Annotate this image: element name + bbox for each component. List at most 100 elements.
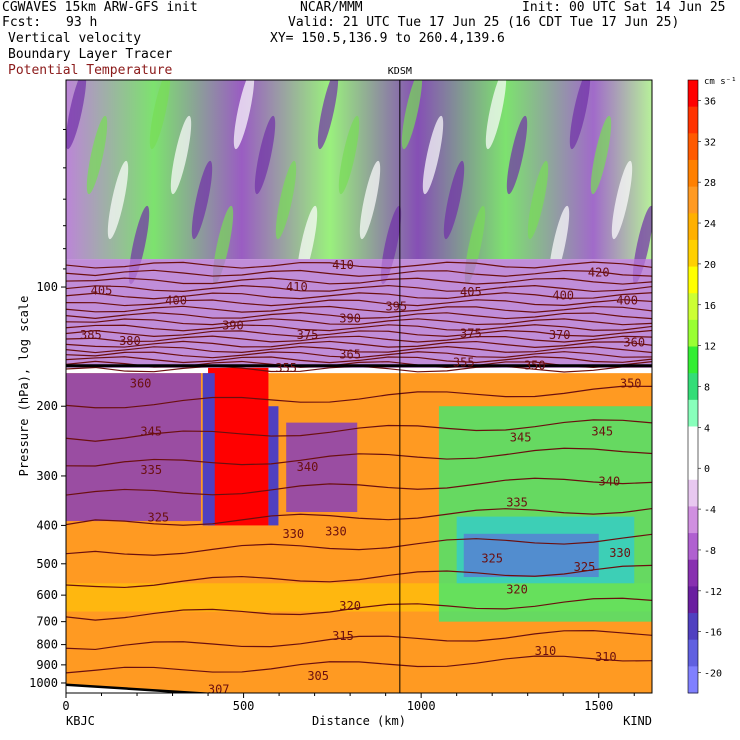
y-tick-label: 400 — [36, 518, 58, 532]
contour-label: 400 — [552, 288, 574, 302]
field-vertical-velocity: Vertical velocity — [8, 31, 142, 46]
theta-contour-line — [66, 329, 652, 338]
theta-contour-line — [66, 351, 652, 359]
contour-label: 325 — [147, 510, 169, 524]
colorbar-swatch — [688, 586, 698, 614]
theta-contour-line — [66, 318, 652, 326]
y-tick-label: 300 — [36, 469, 58, 483]
theta-contour-line — [66, 533, 652, 556]
field-streak — [485, 80, 507, 150]
updraft-core — [208, 367, 269, 526]
contour-label: 325 — [481, 552, 503, 566]
field-streak — [317, 80, 339, 150]
theta-contour-line — [66, 305, 652, 313]
colorbar-swatch — [688, 666, 698, 694]
contour-label: 350 — [620, 376, 642, 390]
colorbar-swatch — [688, 346, 698, 374]
field-streak — [233, 80, 255, 150]
right-endpoint-label: KIND — [623, 714, 652, 728]
y-axis-label: Pressure (hPa), log scale — [17, 296, 31, 477]
model-title: CGWAVES 15km ARW-GFS init — [2, 0, 198, 15]
contour-label: 307 — [208, 683, 230, 697]
colorbar-unit: cm s⁻¹ — [704, 77, 737, 87]
colorbar-swatch — [688, 506, 698, 534]
field-potential-temperature: Potential Temperature — [8, 63, 173, 78]
colorbar-label: -16 — [704, 628, 722, 639]
theta-contour-line — [66, 507, 652, 526]
theta-contour-line — [66, 630, 652, 651]
theta-contour-line — [66, 419, 652, 442]
field-streak — [86, 115, 108, 195]
colorbar-label: 24 — [704, 219, 716, 230]
y-tick-label: 900 — [36, 658, 58, 672]
theta-contours: 420 410 410 405 405 400 400 400 395 390 390 385 380 3… — [66, 258, 652, 697]
colorbar-swatch — [688, 639, 698, 667]
contour-label: 365 — [339, 347, 361, 361]
x-axis: 0 500 1000 1500 — [62, 693, 635, 713]
field-streak — [338, 115, 360, 195]
x-tick-label: 1000 — [407, 699, 436, 713]
y-tick-label: 200 — [36, 399, 58, 413]
colorbar-label: -4 — [704, 505, 716, 516]
contour-label: 330 — [325, 525, 347, 539]
theta-contour-line — [66, 324, 652, 332]
contour-label: 390 — [222, 318, 244, 332]
colorbar-swatch — [688, 613, 698, 641]
left-endpoint-label: KBJC — [66, 714, 95, 728]
y-tick-label: 800 — [36, 638, 58, 652]
y-tick-label: 700 — [36, 615, 58, 629]
colorbar-label: 16 — [704, 301, 716, 312]
updraft-edge — [202, 373, 215, 526]
field-streak — [191, 160, 213, 240]
contour-label: 340 — [297, 460, 319, 474]
contour-label: 305 — [307, 669, 329, 683]
field-streak — [527, 160, 549, 240]
forecast-hour: 93 h — [66, 15, 98, 30]
contour-label: 330 — [282, 527, 304, 541]
y-tick-label: 600 — [36, 588, 58, 602]
theta-contour-line — [66, 564, 652, 589]
contour-label: 375 — [460, 326, 482, 340]
field-streak — [107, 160, 129, 240]
field-streak — [254, 115, 276, 195]
vertical-velocity-field — [66, 80, 652, 693]
theta-contour-line — [66, 277, 652, 285]
field-streak — [359, 160, 381, 240]
contour-label: 405 — [460, 285, 482, 299]
y-tick-label: 100 — [36, 280, 58, 294]
colorbar-swatch — [688, 213, 698, 241]
field-streak — [506, 115, 528, 195]
contour-label: 325 — [574, 560, 596, 574]
theta-contour-line — [66, 335, 652, 343]
theta-contour-line — [66, 299, 652, 307]
theta-contour-line — [66, 477, 652, 496]
contour-label: 400 — [616, 293, 638, 307]
field-streak — [401, 80, 423, 150]
contour-label: 310 — [535, 644, 557, 658]
contour-label: 395 — [385, 300, 407, 314]
colorbar-label: 36 — [704, 96, 716, 107]
colorbar-label: -20 — [704, 669, 722, 680]
contour-label: 335 — [506, 495, 528, 509]
colorbar-swatch — [688, 80, 698, 108]
contour-label: 410 — [332, 258, 354, 272]
contour-label: 345 — [510, 431, 532, 445]
contour-label: 380 — [119, 334, 141, 348]
field-boundary-layer-tracer: Boundary Layer Tracer — [8, 47, 173, 62]
theta-contour-line — [66, 356, 652, 364]
x-axis-label: Distance (km) — [312, 714, 406, 728]
colorbar-label: 32 — [704, 137, 716, 148]
colorbar-swatch — [688, 426, 698, 454]
colorbar-swatch — [688, 399, 698, 427]
field-streak — [66, 80, 87, 150]
contour-label: 420 — [588, 266, 610, 280]
colorbar-label: 20 — [704, 260, 716, 271]
contour-label: 315 — [332, 629, 354, 643]
colorbar-swatch — [688, 239, 698, 268]
field-streak — [569, 80, 591, 150]
colorbar-swatch — [688, 159, 698, 188]
contour-label: 400 — [165, 293, 187, 307]
contour-label: 350 — [524, 359, 546, 373]
contour-label: 335 — [140, 463, 162, 477]
